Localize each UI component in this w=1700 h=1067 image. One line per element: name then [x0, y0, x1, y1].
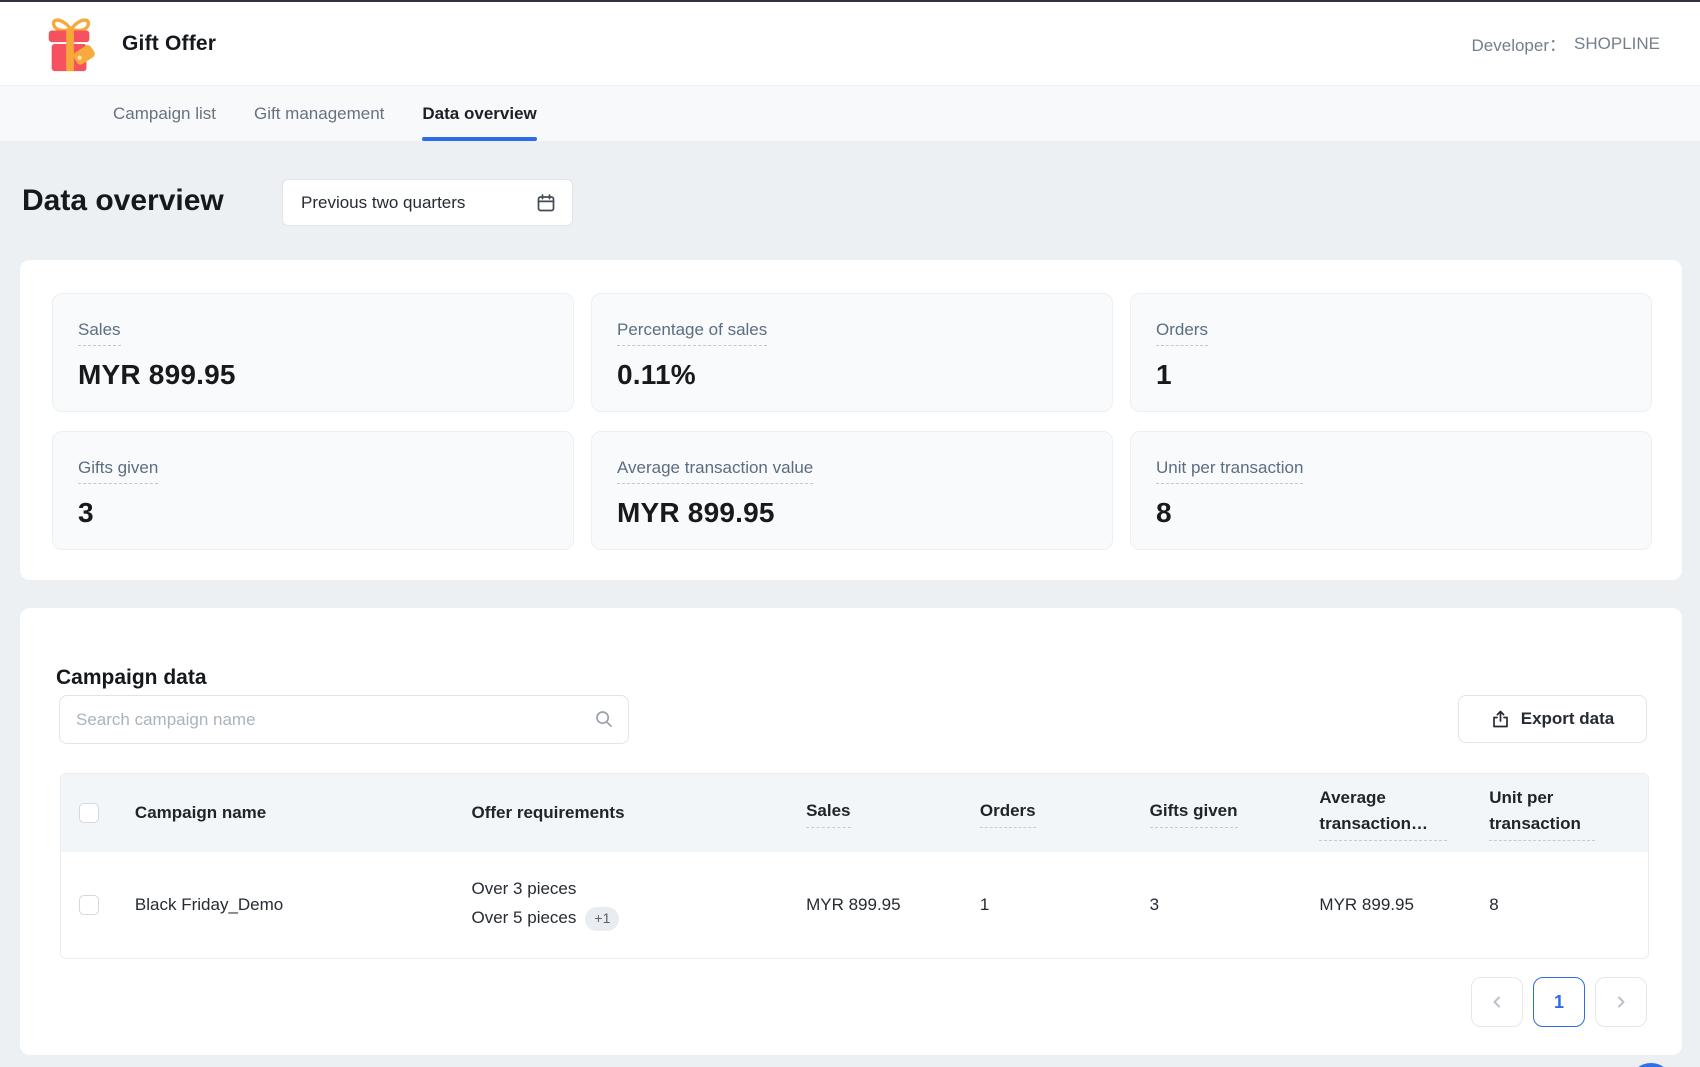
- pagination-page-1[interactable]: 1: [1533, 977, 1585, 1027]
- stat-card-unit-per-transaction: Unit per transaction 8: [1130, 431, 1652, 550]
- page-title: Data overview: [22, 184, 224, 217]
- tab-bar: Campaign list Gift management Data overv…: [0, 86, 1700, 141]
- stat-value: 0.11%: [617, 359, 696, 390]
- stat-label: Percentage of sales: [617, 320, 768, 346]
- orders-cell: 1: [979, 895, 990, 914]
- stat-value: MYR 899.95: [617, 497, 775, 528]
- stat-label: Average transaction value: [617, 458, 814, 484]
- offer-requirements-cell: Over 3 pieces Over 5 pieces +1: [471, 879, 620, 931]
- col-gifts-given: Gifts given: [1149, 798, 1238, 829]
- stats-panel: Sales MYR 899.95 Percentage of sales 0.1…: [20, 260, 1682, 580]
- campaign-name-cell: Black Friday_Demo: [134, 895, 284, 914]
- unit-per-transaction-cell: 8: [1489, 895, 1499, 914]
- stat-label: Unit per transaction: [1156, 458, 1304, 484]
- developer-name: SHOPLINE: [1574, 33, 1660, 53]
- chevron-left-icon: [1493, 996, 1500, 1008]
- pagination-prev-button[interactable]: [1471, 977, 1523, 1027]
- average-transaction-cell: MYR 899.95: [1319, 895, 1414, 914]
- stat-value: 1: [1156, 359, 1172, 390]
- export-icon: [1492, 710, 1508, 727]
- col-average-transaction: Average transaction…: [1319, 785, 1448, 841]
- app-header: Gift Offer Developer： SHOPLINE: [0, 2, 1700, 86]
- tab-gift-management[interactable]: Gift management: [254, 103, 385, 123]
- stat-value: 8: [1156, 497, 1172, 528]
- sales-cell: MYR 899.95: [806, 895, 901, 914]
- col-orders: Orders: [979, 798, 1036, 829]
- tab-data-overview[interactable]: Data overview: [422, 86, 538, 141]
- stat-value: MYR 899.95: [78, 359, 236, 390]
- row-checkbox[interactable]: [79, 895, 99, 915]
- pagination: 1: [1471, 977, 1647, 1027]
- more-offers-badge[interactable]: +1: [585, 906, 620, 931]
- export-label: Export data: [1520, 709, 1615, 728]
- table-header-row: Campaign name Offer requirements Sales O…: [61, 774, 1648, 852]
- gifts-given-cell: 3: [1149, 895, 1160, 914]
- table-row[interactable]: Black Friday_Demo Over 3 pieces Over 5 p…: [61, 852, 1648, 958]
- campaign-search: [59, 695, 629, 744]
- floating-help-button[interactable]: [1629, 1063, 1673, 1067]
- date-range-select[interactable]: Previous two quarters: [282, 179, 573, 226]
- search-input[interactable]: [59, 695, 629, 744]
- col-campaign-name: Campaign name: [134, 803, 267, 822]
- gift-logo-icon: [48, 18, 95, 72]
- campaign-data-title: Campaign data: [56, 666, 207, 689]
- col-offer-requirements: Offer requirements: [471, 803, 625, 822]
- offer-line: Over 5 pieces: [471, 908, 577, 928]
- app-title: Gift Offer: [122, 31, 217, 55]
- stat-card-orders: Orders 1: [1130, 293, 1652, 412]
- pagination-next-button[interactable]: [1595, 977, 1647, 1027]
- col-unit-per-transaction: Unit per transaction: [1489, 785, 1596, 841]
- stat-label: Sales: [78, 320, 121, 346]
- developer-label: Developer：: [1471, 36, 1567, 55]
- export-data-button[interactable]: Export data: [1458, 695, 1647, 743]
- stat-value: 3: [78, 497, 94, 528]
- tab-campaign-list[interactable]: Campaign list: [113, 103, 216, 123]
- stat-card-average-transaction-value: Average transaction value MYR 899.95: [591, 431, 1113, 550]
- campaign-data-panel: Campaign data Export data Campaign name …: [20, 608, 1682, 1055]
- stat-card-gifts-given: Gifts given 3: [52, 431, 574, 550]
- stat-card-percentage-of-sales: Percentage of sales 0.11%: [591, 293, 1113, 412]
- chevron-right-icon: [1618, 996, 1625, 1008]
- date-range-value: Previous two quarters: [301, 192, 466, 212]
- stat-label: Orders: [1156, 320, 1208, 346]
- col-sales: Sales: [806, 798, 851, 829]
- calendar-icon: [537, 193, 555, 211]
- campaign-table: Campaign name Offer requirements Sales O…: [60, 773, 1649, 959]
- developer-info: Developer： SHOPLINE: [1472, 2, 1660, 85]
- offer-line: Over 3 pieces: [471, 879, 577, 899]
- stat-label: Gifts given: [78, 458, 159, 484]
- stat-card-sales: Sales MYR 899.95: [52, 293, 574, 412]
- window-top-edge: [0, 0, 1700, 2]
- search-icon: [596, 711, 612, 728]
- select-all-checkbox[interactable]: [79, 803, 99, 823]
